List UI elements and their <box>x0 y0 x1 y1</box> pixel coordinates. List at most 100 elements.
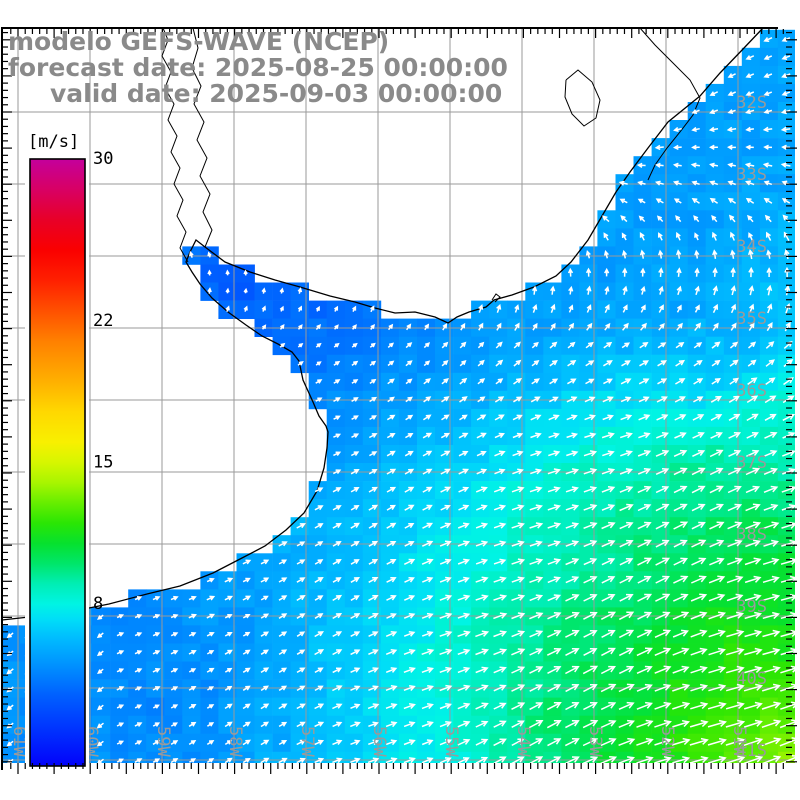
wind-arrow <box>550 322 556 331</box>
wind-arrow <box>387 378 395 385</box>
wind-arrow <box>422 522 434 529</box>
wind-arrow <box>762 162 773 168</box>
wind-arrow <box>368 469 378 475</box>
wind-arrow <box>134 650 143 655</box>
wind-arrow <box>583 450 598 457</box>
wind-arrow <box>761 719 782 729</box>
wind-cell <box>525 751 544 763</box>
wind-arrow <box>745 55 755 60</box>
wind-arrow <box>460 322 466 331</box>
wind-arrow <box>386 559 397 565</box>
wind-arrow <box>567 360 577 367</box>
wind-arrow <box>549 378 559 385</box>
wind-arrow <box>260 703 270 710</box>
lon-label: 59W <box>153 726 173 757</box>
wind-arrow <box>672 180 682 186</box>
wind-arrow <box>297 305 303 312</box>
wind-arrow <box>207 287 212 294</box>
wind-arrow <box>422 414 432 421</box>
wind-arrow <box>565 558 580 566</box>
wind-arrow <box>279 305 284 312</box>
wind-arrow <box>475 648 490 656</box>
wind-arrow <box>513 359 522 367</box>
wind-arrow <box>654 665 672 674</box>
wind-arrow <box>297 287 303 294</box>
wind-arrow <box>385 739 398 746</box>
wind-arrow <box>673 503 688 512</box>
wind-arrow <box>707 719 727 728</box>
wind-arrow <box>494 432 505 439</box>
wind-arrow <box>188 721 197 727</box>
wind-arrow <box>728 413 741 421</box>
wind-arrow <box>709 180 719 186</box>
wind-arrow <box>565 647 580 656</box>
wind-arrow <box>727 144 736 150</box>
wind-arrow <box>457 612 471 619</box>
wind-arrow <box>170 668 179 673</box>
wind-arrow <box>189 250 194 258</box>
wind-arrow <box>422 450 433 457</box>
wind-arrow <box>96 704 104 711</box>
wind-arrow <box>691 467 706 476</box>
wind-arrow <box>784 321 791 332</box>
wind-arrow <box>638 215 646 223</box>
wind-arrow <box>709 485 724 494</box>
wind-arrow <box>637 198 646 204</box>
wind-arrow <box>655 521 670 530</box>
wind-arrow <box>314 576 324 583</box>
wind-arrow <box>386 450 396 457</box>
wind-arrow <box>351 379 359 384</box>
wind-arrow <box>368 685 379 691</box>
wind-arrow <box>743 683 764 692</box>
wind-arrow <box>457 630 471 638</box>
wind-arrow <box>619 521 634 530</box>
wind-arrow <box>441 360 449 367</box>
wind-arrow <box>333 379 341 384</box>
wind-arrow <box>278 667 288 673</box>
wind-arrow <box>97 614 104 620</box>
wind-arrow <box>620 396 632 403</box>
wind-arrow <box>638 432 651 439</box>
wind-arrow <box>689 737 709 746</box>
wind-arrow <box>712 249 718 259</box>
wind-arrow <box>440 468 451 475</box>
wind-arrow <box>225 269 230 276</box>
wind-arrow <box>709 109 719 115</box>
wind-arrow <box>225 287 230 294</box>
wind-arrow <box>477 378 486 385</box>
wind-arrow <box>761 683 781 692</box>
wind-arrow <box>565 720 580 729</box>
wind-arrow <box>547 540 562 547</box>
wind-arrow <box>278 577 288 583</box>
wind-arrow <box>495 378 504 385</box>
wind-arrow <box>585 341 594 349</box>
wind-arrow <box>458 504 470 511</box>
wind-arrow <box>582 738 599 747</box>
wind-arrow <box>620 378 632 385</box>
wind-arrow <box>727 539 743 548</box>
wind-arrow <box>744 162 755 168</box>
wind-arrow <box>725 755 746 763</box>
wind-arrow <box>709 197 719 204</box>
wind-arrow <box>780 162 791 168</box>
wind-arrow <box>781 144 791 150</box>
wind-cell <box>92 751 111 763</box>
wind-arrow <box>296 594 306 602</box>
wind-arrow <box>529 522 544 529</box>
wind-arrow <box>619 593 634 602</box>
wind-cell <box>362 751 382 763</box>
wind-arrow <box>386 414 396 421</box>
wind-arrow <box>582 719 599 729</box>
wind-arrow <box>763 144 773 150</box>
wind-arrow <box>567 378 577 385</box>
wind-arrow <box>531 285 538 295</box>
wind-arrow <box>744 629 763 638</box>
wind-arrow <box>439 612 453 619</box>
wind-arrow <box>170 595 179 601</box>
wind-arrow <box>711 214 718 223</box>
wind-arrow <box>690 162 701 168</box>
wind-arrow <box>673 575 689 584</box>
wind-arrow <box>242 721 251 728</box>
wind-arrow <box>476 432 487 439</box>
wind-arrow <box>314 739 325 746</box>
